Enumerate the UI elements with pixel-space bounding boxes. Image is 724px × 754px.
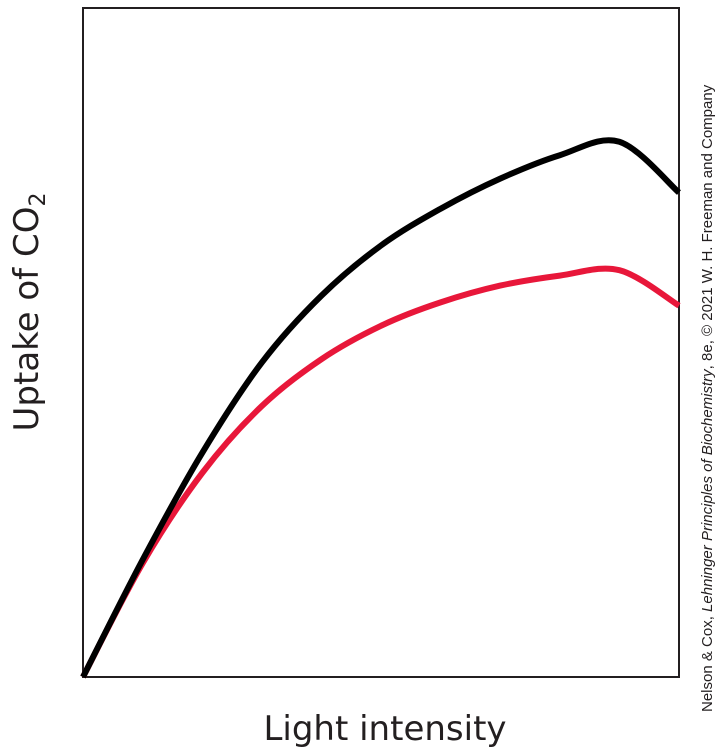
credit-authors: Nelson & Cox, (699, 612, 716, 712)
y-axis-label-subscript: 2 (26, 193, 51, 207)
y-axis-label: Uptake of CO2 (7, 193, 51, 432)
y-axis-label-main: Uptake of CO (7, 207, 47, 432)
plot-frame (82, 7, 680, 678)
series-layer (80, 137, 682, 679)
credit-line: Nelson & Cox, Lehninger Principles of Bi… (699, 84, 716, 712)
credit-rest: , 8e, © 2021 W. H. Freeman and Company (699, 84, 716, 369)
series-line-1 (80, 137, 682, 679)
series-line-2 (80, 265, 681, 679)
x-axis-label: Light intensity (263, 709, 506, 749)
credit-book: Lehninger Principles of Biochemistry (699, 368, 716, 612)
